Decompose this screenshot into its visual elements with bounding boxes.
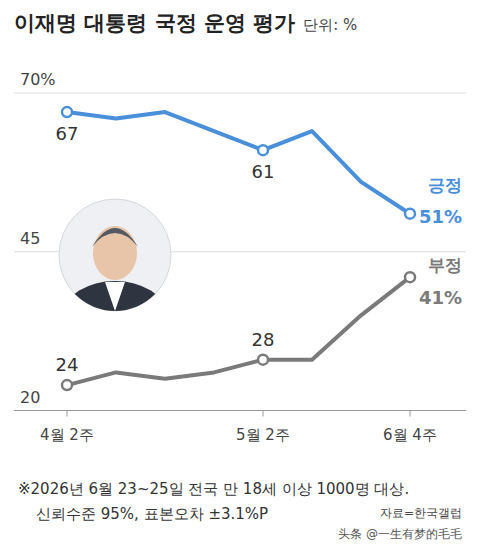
title: 이재명 대통령 국정 운영 평가	[14, 11, 295, 35]
x-tick-label: 4월 2주	[40, 426, 94, 444]
portrait-face	[93, 226, 137, 280]
source: 자료=한국갤럽	[380, 506, 462, 520]
series-name: 긍정	[428, 175, 462, 195]
point-marker	[405, 272, 415, 282]
x-tick	[263, 411, 264, 417]
portrait	[59, 199, 171, 345]
data-label: 41%	[419, 287, 462, 308]
point-marker	[405, 209, 415, 219]
point-marker	[62, 107, 72, 117]
series-line	[67, 112, 410, 214]
data-label: 24	[56, 354, 79, 375]
chart-wrap: 이재명 대통령 국정 운영 평가 단위: % 70% 45 20 4월 2주 5월 2주 6월…	[0, 0, 480, 550]
series-line	[67, 277, 410, 385]
subtitle: 단위: %	[303, 16, 357, 34]
portrait-figure	[65, 226, 165, 345]
x-axis-line	[14, 410, 466, 411]
data-label: 67	[56, 123, 79, 144]
x-tick-label: 6월 4주	[383, 426, 437, 444]
y-tick-label: 70%	[20, 70, 56, 89]
data-group	[62, 107, 415, 390]
portrait-suit	[65, 281, 165, 345]
data-label: 28	[252, 329, 275, 350]
labels: 67 61 긍정 51% 24 28 부정 41%	[56, 123, 462, 375]
data-label: 51%	[419, 206, 462, 227]
x-tick	[410, 411, 411, 417]
grid-line	[14, 93, 466, 94]
grid	[14, 93, 466, 411]
footnote: 신뢰수준 95%, 표본오차 ±3.1%P	[36, 505, 268, 523]
point-marker	[258, 355, 268, 365]
point-marker	[258, 145, 268, 155]
watermark: 头条 @一生有梦的毛毛	[338, 527, 462, 541]
x-tick	[67, 411, 68, 417]
chart-svg: 이재명 대통령 국정 운영 평가 단위: % 70% 45 20 4월 2주 5월 2주 6월…	[0, 0, 480, 550]
y-tick-label: 20	[20, 388, 40, 407]
portrait-hair	[92, 228, 138, 247]
point-marker	[62, 380, 72, 390]
y-tick-label: 45	[20, 229, 40, 248]
portrait-shirt	[105, 282, 125, 311]
background	[0, 0, 480, 550]
series-name: 부정	[428, 255, 462, 275]
data-label: 61	[252, 161, 275, 182]
footnote: ※2026년 6월 23~25일 전국 만 18세 이상 1000명 대상.	[18, 480, 409, 498]
x-tick-label: 5월 2주	[236, 426, 290, 444]
